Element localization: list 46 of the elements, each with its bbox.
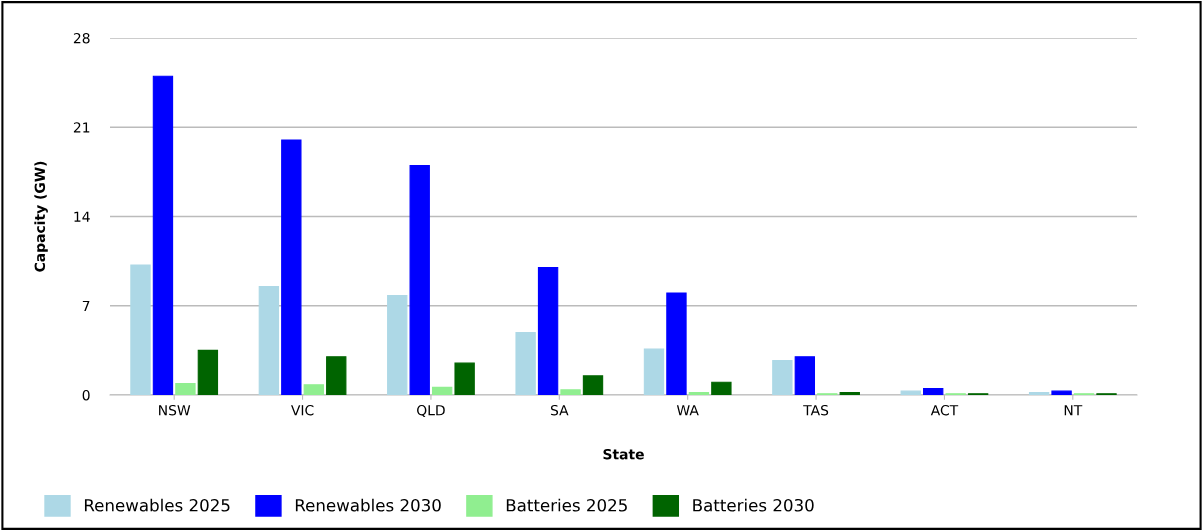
x-tick-label: NT — [1064, 405, 1083, 416]
bar — [515, 331, 536, 395]
bar — [643, 348, 665, 395]
bar — [839, 391, 860, 395]
x-axis-title: State — [603, 448, 644, 460]
bar — [900, 390, 921, 395]
x-tick-label: TAS — [803, 404, 829, 416]
y-tick-label: 28 — [73, 32, 90, 44]
bar — [281, 139, 302, 395]
bar — [772, 360, 793, 395]
bar — [175, 382, 196, 395]
x-tick-label: VIC — [291, 404, 314, 416]
bar — [409, 164, 430, 395]
y-tick-label: 0 — [82, 389, 90, 401]
bar — [1028, 391, 1050, 395]
bar — [537, 266, 559, 395]
x-tick-label: SA — [550, 404, 569, 416]
bar — [688, 391, 710, 395]
bar — [923, 388, 944, 395]
legend-label: Batteries 2030 — [693, 498, 814, 512]
legend-label: Renewables 2030 — [295, 498, 441, 512]
bar — [454, 362, 475, 395]
y-tick-label: 21 — [73, 122, 90, 133]
bar — [582, 375, 604, 395]
bar — [130, 264, 151, 395]
y-tick-label: 14 — [74, 211, 90, 222]
bar — [197, 349, 219, 395]
y-axis-title: Capacity (GW) — [34, 161, 48, 272]
y-tick-label: 7 — [82, 300, 90, 312]
x-tick-label: QLD — [417, 404, 445, 418]
x-tick-label: ACT — [930, 404, 959, 416]
bar — [326, 356, 347, 395]
legend-label: Renewables 2025 — [84, 498, 230, 512]
bar — [560, 389, 581, 395]
x-tick-label: NSW — [159, 404, 191, 416]
bar — [666, 292, 687, 395]
bar — [258, 286, 280, 395]
legend-label: Batteries 2025 — [506, 498, 627, 512]
bar — [387, 294, 408, 395]
bar — [1051, 390, 1072, 395]
bar — [794, 356, 816, 395]
bar — [152, 75, 174, 395]
bar — [431, 386, 453, 395]
bar — [303, 384, 324, 395]
bar — [711, 381, 732, 395]
x-tick-label: WA — [676, 405, 699, 416]
